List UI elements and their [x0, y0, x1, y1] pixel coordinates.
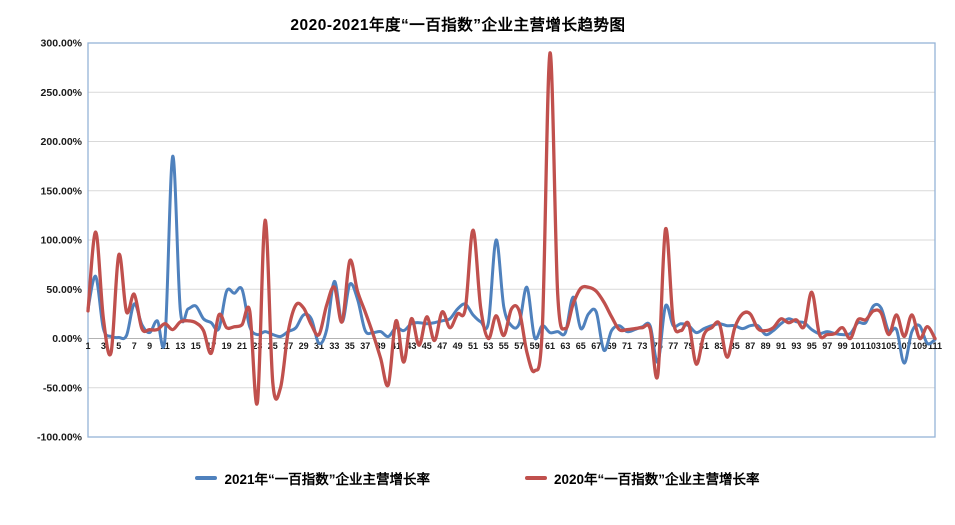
x-axis-tick-label: 37 [360, 341, 370, 351]
x-axis-tick-label: 39 [376, 341, 386, 351]
legend-swatch-2020-icon [525, 476, 547, 480]
x-axis-tick-label: 1 [85, 341, 90, 351]
x-axis-tick-label: 111 [928, 341, 942, 351]
x-axis-tick-label: 103 [866, 341, 881, 351]
x-axis-tick-label: 27 [283, 341, 293, 351]
x-axis-tick-label: 17 [206, 341, 216, 351]
x-axis-tick-label: 21 [237, 341, 247, 351]
x-axis-tick-label: 23 [252, 341, 262, 351]
x-axis-tick-label: 7 [132, 341, 137, 351]
x-axis-tick-label: 49 [453, 341, 463, 351]
x-axis-tick-label: 63 [560, 341, 570, 351]
x-axis-tick-label: 81 [699, 341, 709, 351]
x-axis-tick-label: 85 [730, 341, 740, 351]
y-axis-tick-label: -100.00% [37, 432, 83, 444]
legend-item-2021: 2021年“一百指数”企业主营增长率 [195, 468, 430, 488]
x-axis-tick-label: 15 [191, 341, 201, 351]
legend-label-2021: 2021年“一百指数”企业主营增长率 [224, 472, 430, 487]
x-axis-tick-label: 99 [838, 341, 848, 351]
legend-swatch-2021-icon [195, 476, 218, 480]
x-axis-tick-label: 79 [684, 341, 694, 351]
x-axis-tick-label: 61 [545, 341, 555, 351]
y-axis-tick-label: 250.00% [41, 87, 83, 99]
legend-item-2020: 2020年“一百指数”企业主营增长率 [525, 468, 760, 488]
plot-border [87, 42, 936, 438]
chart-title: 2020-2021年度“一百指数”企业主营增长趋势图 [290, 17, 626, 34]
x-axis-tick-label: 25 [268, 341, 278, 351]
x-axis-tick-label: 33 [329, 341, 339, 351]
x-axis-tick-label: 57 [514, 341, 524, 351]
y-axis-tick-label: 50.00% [46, 284, 82, 296]
x-axis-tick-label: 3 [101, 341, 106, 351]
y-axis-tick-label: -50.00% [43, 382, 83, 394]
x-axis-tick-label: 105 [881, 341, 896, 351]
x-axis-tick-label: 51 [468, 341, 478, 351]
x-axis-tick-label: 73 [637, 341, 647, 351]
x-axis-tick-label: 89 [761, 341, 771, 351]
x-axis-tick-label: 29 [299, 341, 309, 351]
y-axis-tick-label: 200.00% [41, 136, 83, 148]
x-axis-tick-label: 87 [745, 341, 755, 351]
x-axis-tick-label: 59 [530, 341, 540, 351]
x-axis-tick-label: 13 [175, 341, 185, 351]
x-axis-tick-label: 65 [576, 341, 586, 351]
legend-label-2020: 2020年“一百指数”企业主营增长率 [554, 472, 760, 487]
x-axis-tick-label: 91 [776, 341, 786, 351]
x-axis-tick-label: 69 [607, 341, 617, 351]
y-axis-tick-label: 300.00% [41, 38, 83, 50]
x-axis-tick-label: 93 [791, 341, 801, 351]
x-axis-tick-label: 67 [591, 341, 601, 351]
x-axis-tick-label: 55 [499, 341, 509, 351]
x-axis-tick-label: 35 [345, 341, 355, 351]
x-axis-tick-label: 5 [116, 341, 121, 351]
series-2020-line [86, 51, 937, 406]
y-axis-tick-label: 0.00% [52, 333, 82, 345]
x-axis-tick-label: 109 [912, 341, 927, 351]
x-axis-tick-label: 71 [622, 341, 632, 351]
x-axis-tick-label: 43 [406, 341, 416, 351]
x-axis-tick-label: 53 [483, 341, 493, 351]
x-axis-tick-label: 19 [222, 341, 232, 351]
chart-legend: 2021年“一百指数”企业主营增长率 2020年“一百指数”企业主营增长率 [0, 468, 955, 488]
x-axis-tick-label: 47 [437, 341, 447, 351]
x-axis-tick-label: 45 [422, 341, 432, 351]
x-axis-tick-label: 97 [822, 341, 832, 351]
x-axis-tick-label: 101 [850, 341, 865, 351]
y-axis-tick-label: 150.00% [41, 185, 83, 197]
x-axis-tick-label: 95 [807, 341, 817, 351]
x-axis-tick-label: 83 [714, 341, 724, 351]
x-axis-tick-label: 31 [314, 341, 324, 351]
x-axis-tick-label: 75 [653, 341, 663, 351]
x-axis-tick-label: 9 [147, 341, 152, 351]
x-axis-tick-label: 107 [897, 341, 912, 351]
x-axis-tick-label: 41 [391, 341, 401, 351]
y-axis-tick-label: 100.00% [41, 235, 83, 247]
x-axis-tick-label: 77 [668, 341, 678, 351]
